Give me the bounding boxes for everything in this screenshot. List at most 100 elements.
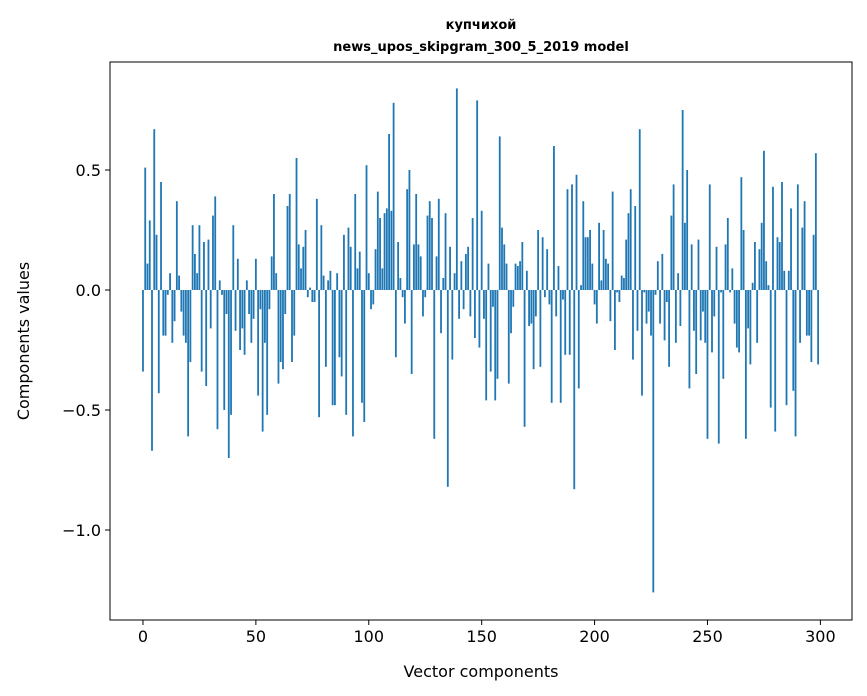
- bar-278: [769, 290, 772, 408]
- bar-57: [270, 256, 273, 290]
- bar-96: [358, 251, 361, 290]
- bar-37: [225, 290, 228, 314]
- bar-154: [489, 290, 492, 372]
- bar-163: [510, 290, 512, 334]
- bar-227: [654, 290, 657, 295]
- bar-186: [562, 290, 564, 300]
- bar-230: [661, 254, 664, 290]
- bar-191: [573, 290, 576, 490]
- bar-180: [548, 290, 551, 305]
- bar-142: [462, 290, 465, 310]
- bar-130: [435, 256, 438, 290]
- bar-27: [203, 242, 205, 290]
- bar-68: [295, 158, 298, 290]
- bar-185: [559, 290, 562, 403]
- bar-116: [404, 290, 406, 324]
- bar-151: [483, 290, 485, 319]
- bar-54: [264, 290, 266, 343]
- bar-214: [625, 239, 628, 290]
- bar-256: [720, 290, 722, 293]
- bar-196: [584, 237, 587, 290]
- bar-281: [776, 237, 779, 290]
- bar-280: [774, 290, 777, 432]
- bar-125: [424, 290, 427, 298]
- bar-195: [582, 201, 585, 290]
- bar-284: [783, 270, 786, 290]
- bar-187: [564, 290, 567, 355]
- bar-67: [293, 290, 296, 336]
- bar-11: [166, 290, 169, 295]
- bar-118: [408, 170, 411, 290]
- bar-65: [288, 194, 291, 290]
- bar-94: [354, 194, 357, 290]
- bar-29: [207, 239, 210, 290]
- bar-135: [446, 290, 449, 487]
- bar-212: [620, 275, 623, 290]
- bar-211: [618, 290, 621, 302]
- bar-200: [593, 290, 596, 305]
- bar-148: [476, 100, 479, 291]
- bar-100: [367, 273, 370, 290]
- bar-232: [665, 290, 668, 302]
- bar-14: [173, 290, 176, 322]
- bar-221: [641, 290, 643, 396]
- bar-209: [614, 290, 616, 350]
- bar-59: [275, 273, 278, 290]
- bar-189: [568, 290, 571, 355]
- bar-139: [455, 88, 458, 291]
- bar-1: [144, 167, 147, 290]
- bar-245: [695, 290, 698, 374]
- x-tick-label: 300: [805, 627, 836, 646]
- bar-203: [600, 280, 603, 290]
- bar-127: [428, 201, 431, 290]
- bar-229: [659, 290, 661, 324]
- bar-156: [494, 290, 497, 401]
- bar-155: [492, 290, 494, 307]
- bar-181: [550, 290, 553, 403]
- bar-10: [164, 290, 167, 336]
- x-axis: 0 50 100 150 200 250 300: [138, 620, 836, 646]
- bar-174: [534, 290, 537, 317]
- bar-42: [236, 258, 239, 290]
- bar-143: [464, 254, 467, 290]
- bar-144: [467, 246, 470, 290]
- bar-44: [241, 290, 244, 329]
- bar-242: [688, 290, 691, 389]
- bar-277: [767, 285, 770, 290]
- bar-153: [487, 263, 490, 290]
- bar-33: [216, 290, 219, 430]
- bar-108: [385, 208, 388, 290]
- bar-217: [632, 290, 634, 360]
- bar-133: [442, 278, 445, 290]
- bar-175: [537, 230, 540, 290]
- bar-295: [808, 290, 810, 336]
- bar-226: [652, 290, 655, 593]
- bar-235: [672, 184, 675, 290]
- bar-134: [444, 213, 447, 290]
- bar-20: [187, 290, 190, 437]
- bar-268: [747, 290, 750, 329]
- bar-287: [790, 208, 792, 290]
- bar-228: [656, 261, 659, 290]
- bar-137: [451, 290, 454, 360]
- bar-190: [571, 184, 573, 290]
- bar-249: [704, 290, 707, 343]
- bar-267: [744, 290, 747, 439]
- bar-61: [279, 290, 282, 362]
- bar-179: [546, 249, 549, 290]
- bar-162: [507, 290, 510, 384]
- bar-132: [440, 290, 442, 334]
- bar-216: [629, 189, 632, 290]
- bar-285: [785, 290, 788, 406]
- bar-297: [812, 234, 815, 290]
- bar-101: [370, 290, 372, 310]
- bar-269: [749, 290, 752, 365]
- bar-184: [557, 266, 560, 290]
- bar-72: [304, 230, 307, 290]
- bar-282: [778, 242, 781, 290]
- bar-51: [257, 290, 260, 396]
- bar-141: [460, 261, 463, 290]
- bar-147: [474, 290, 476, 338]
- bar-261: [731, 268, 734, 290]
- bar-178: [544, 290, 546, 298]
